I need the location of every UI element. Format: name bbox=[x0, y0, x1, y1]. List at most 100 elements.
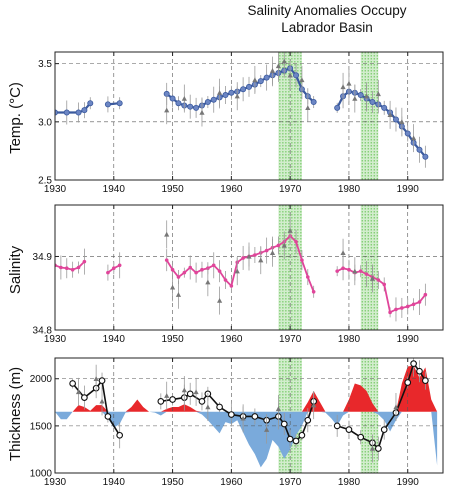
data-point bbox=[200, 267, 204, 272]
annual-marker bbox=[387, 112, 393, 118]
annual-marker bbox=[287, 228, 293, 233]
annual-marker bbox=[181, 387, 187, 393]
annual-marker bbox=[93, 376, 99, 381]
x-tick-label: 1940 bbox=[103, 334, 126, 345]
x-tick-label: 1960 bbox=[220, 334, 243, 345]
data-point bbox=[369, 99, 376, 106]
annual-marker bbox=[234, 93, 240, 99]
annual-marker bbox=[352, 268, 358, 274]
data-point bbox=[70, 267, 75, 272]
annual-marker bbox=[411, 135, 417, 141]
data-point bbox=[364, 272, 369, 276]
annual-marker bbox=[369, 275, 376, 281]
data-point bbox=[334, 104, 341, 111]
highlight-band-1 bbox=[360, 52, 379, 180]
annual-marker bbox=[164, 107, 170, 113]
data-point bbox=[405, 304, 410, 309]
y-tick-label: 1500 bbox=[30, 421, 53, 432]
data-point bbox=[64, 266, 69, 271]
data-point bbox=[210, 96, 217, 103]
annual-marker bbox=[217, 90, 223, 95]
annual-marker bbox=[234, 268, 240, 274]
annual-marker bbox=[393, 404, 399, 410]
panel-frame bbox=[54, 357, 444, 474]
annual-marker bbox=[175, 292, 182, 297]
data-point bbox=[175, 100, 182, 107]
series-line bbox=[336, 90, 427, 158]
annual-marker bbox=[205, 279, 211, 285]
x-tick-label: 1940 bbox=[103, 184, 126, 195]
data-point bbox=[276, 243, 281, 248]
data-point bbox=[305, 275, 310, 279]
data-point bbox=[292, 437, 300, 445]
data-point bbox=[211, 263, 216, 268]
data-point bbox=[411, 302, 416, 307]
data-point bbox=[293, 72, 300, 79]
annual-marker bbox=[287, 72, 293, 78]
annual-marker bbox=[375, 91, 381, 97]
data-point bbox=[263, 74, 270, 81]
data-point bbox=[75, 109, 82, 116]
x-tick-label: 1960 bbox=[220, 477, 243, 488]
panel-thickness: 1930 1940 1950 1960 1970 1980 1990 1000 1500 2000… bbox=[7, 357, 444, 488]
data-point bbox=[106, 270, 110, 275]
annual-marker bbox=[164, 393, 170, 398]
data-point bbox=[400, 306, 404, 310]
highlight-band-1 bbox=[360, 205, 379, 330]
data-point bbox=[381, 104, 388, 111]
data-point bbox=[264, 248, 269, 253]
y-axis-label: Temp. (°C) bbox=[7, 82, 24, 154]
panel-frame bbox=[54, 51, 444, 181]
annual-marker bbox=[275, 406, 281, 412]
annual-marker bbox=[199, 109, 205, 115]
data-point bbox=[240, 86, 247, 93]
x-tick-label: 1990 bbox=[397, 477, 420, 488]
data-point bbox=[333, 422, 341, 430]
annual-marker bbox=[264, 427, 270, 432]
x-tick-label: 1950 bbox=[161, 184, 184, 195]
data-point bbox=[198, 398, 206, 405]
annual-marker bbox=[281, 58, 287, 64]
annual-marker bbox=[299, 77, 305, 83]
x-tick-label: 1960 bbox=[220, 184, 243, 195]
data-point bbox=[394, 307, 398, 312]
data-point bbox=[310, 99, 317, 106]
x-tick-label: 1970 bbox=[279, 334, 302, 345]
highlight-band-1 bbox=[360, 358, 379, 473]
data-point bbox=[410, 360, 417, 368]
x-tick-label: 1980 bbox=[338, 477, 361, 488]
annual-marker bbox=[193, 389, 199, 395]
x-tick-label: 1990 bbox=[397, 334, 420, 345]
x-tick-label: 1950 bbox=[161, 477, 184, 488]
y-axis-label: Salinity bbox=[7, 245, 24, 294]
data-point bbox=[222, 92, 229, 99]
data-point bbox=[345, 426, 353, 433]
data-point bbox=[228, 89, 235, 96]
annual-marker bbox=[164, 231, 170, 237]
x-tick-label: 1930 bbox=[44, 334, 67, 345]
x-tick-label: 1930 bbox=[44, 477, 67, 488]
data-point bbox=[374, 445, 382, 452]
data-point bbox=[187, 103, 194, 110]
data-point bbox=[358, 269, 363, 273]
data-point bbox=[59, 265, 63, 270]
x-tick-label: 1990 bbox=[397, 184, 420, 195]
x-tick-label: 1940 bbox=[103, 477, 126, 488]
data-point bbox=[423, 292, 428, 297]
data-point bbox=[341, 266, 345, 271]
panel-salinity: 1930 1940 1950 1960 1970 1980 1990 34.8 34.9 Sali… bbox=[7, 204, 444, 345]
data-point bbox=[382, 282, 387, 287]
data-point bbox=[335, 269, 339, 273]
annual-marker bbox=[169, 284, 176, 290]
data-point bbox=[193, 104, 200, 111]
panels: 1930 1940 1950 1960 1970 1980 1990 2.5 3.0 3.5 Tem… bbox=[7, 51, 444, 488]
positive-anomaly-area bbox=[55, 365, 438, 412]
series-line bbox=[336, 267, 427, 314]
annual-marker bbox=[369, 445, 376, 451]
annual-marker bbox=[340, 250, 346, 255]
data-point bbox=[422, 377, 429, 384]
panel-frame bbox=[54, 204, 444, 331]
annual-marker bbox=[99, 398, 105, 404]
data-point bbox=[300, 258, 304, 262]
data-point bbox=[82, 259, 87, 264]
